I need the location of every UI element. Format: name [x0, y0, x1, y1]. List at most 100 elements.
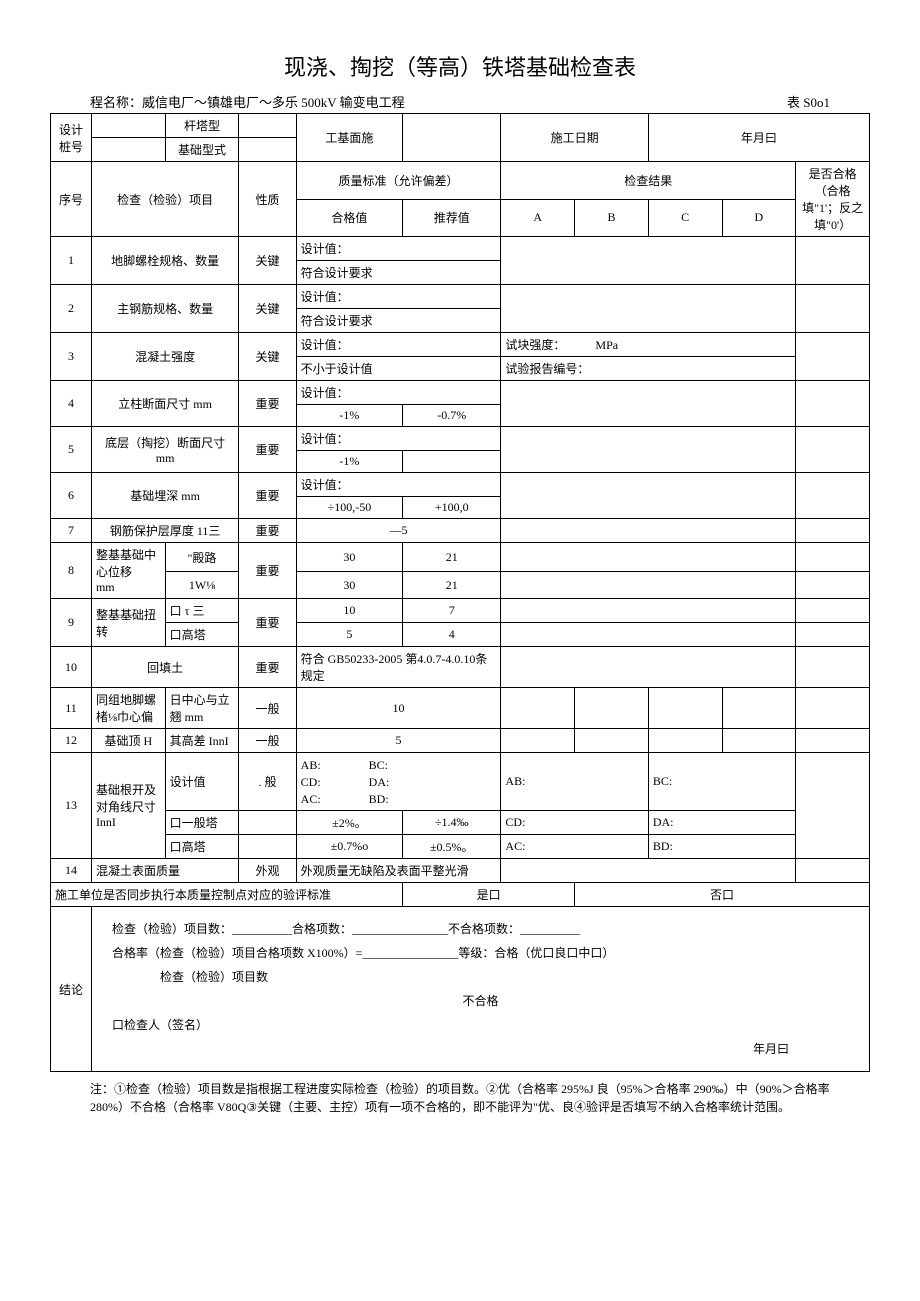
sync-yes: 是口	[403, 883, 575, 907]
std-5a: 设计值：	[296, 427, 501, 451]
table-row: 2 主钢筋规格、数量 关键 设计值：	[51, 285, 870, 309]
hdr-foundation-val	[239, 138, 296, 162]
col-item: 检查（检验）项目	[91, 162, 238, 237]
res-8b	[501, 572, 796, 599]
item-9a: 整基基础扭转	[91, 599, 165, 647]
hdr-tower-val	[239, 114, 296, 138]
sync-row: 施工单位是否同步执行本质量控制点对应的验评标准 是口 否口	[51, 883, 870, 907]
res-10	[501, 647, 796, 688]
hdr-pile-val	[91, 114, 165, 138]
nature-4: 重要	[239, 381, 296, 427]
col-rval: 推荐值	[403, 199, 501, 237]
item-13sub2: 口高塔	[165, 835, 239, 859]
nature-12: 一般	[239, 729, 296, 753]
qf-13	[796, 753, 870, 859]
hdr-date-val: 年月曰	[648, 114, 869, 162]
qf-9b	[796, 623, 870, 647]
project-name: 威信电厂～镇雄电厂～多乐 500kV 输变电工程	[142, 95, 405, 110]
qf-1	[796, 237, 870, 285]
item-8a: 整基基础中心位移mm	[91, 543, 165, 599]
std-2a: 设计值：	[296, 285, 501, 309]
col-seq: 序号	[51, 162, 92, 237]
item-2: 主钢筋规格、数量	[91, 285, 238, 333]
std-12: 5	[296, 729, 501, 753]
col-qualified: 是否合格（合格填"1'；反之填"0'）	[796, 162, 870, 237]
item-3: 混凝土强度	[91, 333, 238, 381]
conc-line2: 合格率（检查（检验）项目合格项数 X100%）=________________…	[112, 941, 849, 965]
hdr-tower-type: 杆塔型	[165, 114, 239, 138]
std-1a: 设计值：	[296, 237, 501, 261]
nature-2: 关键	[239, 285, 296, 333]
r-8b: 21	[403, 572, 501, 599]
std-14: 外观质量无缺陷及表面平整光滑	[296, 859, 501, 883]
hdr-constr-date: 施工日期	[501, 114, 648, 162]
res-13da: DA:	[648, 811, 795, 835]
r-6: +100,0	[403, 497, 501, 519]
std-3b: 不小于设计值	[296, 357, 501, 381]
q-13a: ±2%。	[296, 811, 402, 835]
inspection-table: 设计桩号 杆塔型 工基面施 施工日期 年月曰 基础型式 序号 检查（检验）项目 …	[50, 113, 870, 1072]
qf-8b	[796, 572, 870, 599]
seq-2: 2	[51, 285, 92, 333]
std-3a: 设计值：	[296, 333, 501, 357]
res-6	[501, 473, 796, 519]
footnotes: 注：①检查（检验）项目数是指根据工程进度实际检查（检验）的项目数。②优（合格率 …	[50, 1072, 870, 1116]
col-a: A	[501, 199, 575, 237]
table-row: 4 立柱断面尺寸 mm 重要 设计值：	[51, 381, 870, 405]
q-8b: 30	[296, 572, 402, 599]
table-row: 3 混凝土强度 关键 设计值： 试块强度： MPa	[51, 333, 870, 357]
hdr-pile-val2	[91, 138, 165, 162]
item-12a: 基础顶 H	[91, 729, 165, 753]
qf-8a	[796, 543, 870, 572]
page-title: 现浇、掏挖（等高）铁塔基础检查表	[50, 50, 870, 82]
table-row: 14 混凝土表面质量 外观 外观质量无缺陷及表面平整光滑	[51, 859, 870, 883]
item-8sub2: 1W⅛	[165, 572, 239, 599]
qf-2	[796, 285, 870, 333]
conclusion-label: 结论	[51, 907, 92, 1072]
table-row: 6 基础埋深 mm 重要 设计值：	[51, 473, 870, 497]
col-d: D	[722, 199, 796, 237]
sync-label: 施工单位是否同步执行本质量控制点对应的验评标准	[51, 883, 403, 907]
r-13b: ±0.5%。	[403, 835, 501, 859]
res-2	[501, 285, 796, 333]
conc-line5: 口检查人（签名）	[112, 1013, 849, 1037]
seq-12: 12	[51, 729, 92, 753]
seq-10: 10	[51, 647, 92, 688]
hdr-face-val	[403, 114, 501, 162]
res-5	[501, 427, 796, 473]
table-row: 8 整基基础中心位移mm "殿路 重要 30 21	[51, 543, 870, 572]
item-4: 立柱断面尺寸 mm	[91, 381, 238, 427]
r-4: -0.7%	[403, 405, 501, 427]
item-1: 地脚螺栓规格、数量	[91, 237, 238, 285]
qf-10	[796, 647, 870, 688]
res-9b	[501, 623, 796, 647]
conc-line3: 检查（检验）项目数	[112, 965, 849, 989]
project-label: 程名称：	[90, 95, 142, 110]
nature-1: 关键	[239, 237, 296, 285]
item-12b: 其高差 InnI	[165, 729, 239, 753]
hdr-design-pile: 设计桩号	[51, 114, 92, 162]
item-13sub1: 口一般塔	[165, 811, 239, 835]
table-row: 7 钢筋保护层厚度 11三 重要 —5	[51, 519, 870, 543]
nature-13c	[239, 835, 296, 859]
col-result: 检查结果	[501, 162, 796, 200]
r-8a: 21	[403, 543, 501, 572]
table-row: 11 同组地脚螺楮⅛巾心偏 日中心与立翘 mm 一般 10	[51, 688, 870, 729]
nature-13b	[239, 811, 296, 835]
item-8sub1: "殿路	[165, 543, 239, 572]
qf-14	[796, 859, 870, 883]
nature-7: 重要	[239, 519, 296, 543]
q-5: -1%	[296, 451, 402, 473]
std-7: —5	[296, 519, 501, 543]
nature-8: 重要	[239, 543, 296, 599]
seq-3: 3	[51, 333, 92, 381]
res-9a	[501, 599, 796, 623]
subtitle-row: 程名称：威信电厂～镇雄电厂～多乐 500kV 输变电工程 表 S0o1	[90, 92, 830, 111]
res-8a	[501, 543, 796, 572]
r-9b: 4	[403, 623, 501, 647]
res-14	[501, 859, 796, 883]
seq-11: 11	[51, 688, 92, 729]
item-7: 钢筋保护层厚度 11三	[91, 519, 238, 543]
r-5	[403, 451, 501, 473]
table-row: 9 整基基础扭转 口 τ 三 重要 10 7	[51, 599, 870, 623]
